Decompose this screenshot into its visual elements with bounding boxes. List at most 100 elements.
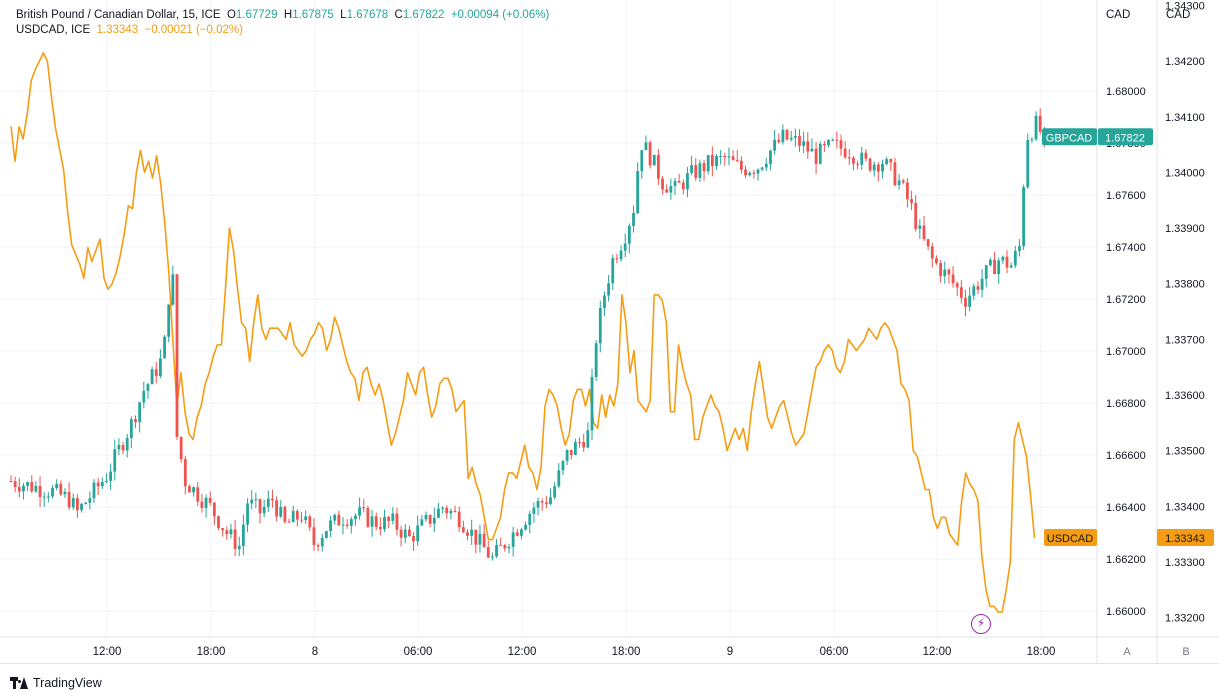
candle-body <box>860 152 864 165</box>
gbpcad-candle <box>312 518 316 551</box>
candle-body <box>109 471 112 481</box>
gbpcad-candle <box>868 157 872 173</box>
gbpcad-candle <box>578 437 581 448</box>
candle-body <box>852 157 855 164</box>
candle-body <box>88 498 92 503</box>
candle-body <box>358 507 361 516</box>
gbpcad-candle <box>254 492 258 509</box>
gbpcad-candle <box>536 497 540 516</box>
gbpcad-candle <box>806 132 810 160</box>
candle-body <box>777 139 781 143</box>
candle-body <box>972 286 976 296</box>
gbpcad-candle <box>154 361 158 384</box>
gbpcad-candle <box>764 157 768 171</box>
gbpcad-candle <box>544 496 548 509</box>
candle-body <box>9 481 13 482</box>
gbpcad-tick-label: 1.67400 <box>1106 242 1146 254</box>
gbpcad-candle <box>843 141 847 160</box>
gbpcad-candle <box>503 543 507 552</box>
gbpcad-candle <box>387 515 391 529</box>
candle-body <box>582 442 586 448</box>
legend-close-value: 1.67822 <box>402 9 445 21</box>
gbpcad-candle <box>13 476 17 493</box>
gbpcad-candle <box>499 537 503 547</box>
gbpcad-candle <box>9 475 13 483</box>
gbpcad-candle <box>142 381 146 409</box>
candle-body <box>847 157 851 159</box>
candle-body <box>486 547 490 558</box>
candle-body <box>51 488 54 497</box>
candle-body <box>831 139 835 141</box>
gbpcad-tick-label: 1.67000 <box>1106 346 1146 358</box>
gbpcad-candle <box>325 530 328 539</box>
candle-body <box>603 295 606 308</box>
legend-main-name: British Pound / Canadian Dollar, 15, ICE <box>16 9 221 21</box>
gbpcad-candle <box>399 525 403 547</box>
candle-body <box>105 480 108 482</box>
candle-body <box>154 369 158 376</box>
candle-body <box>764 163 768 168</box>
gbpcad-candle <box>134 415 137 429</box>
candle-body <box>710 155 714 167</box>
chart-footer: TradingView <box>0 663 1219 693</box>
lightning-icon[interactable]: ⚡ <box>971 614 991 634</box>
candle-body <box>179 436 183 460</box>
gbpcad-candle <box>250 490 254 510</box>
candle-body <box>681 182 685 190</box>
candle-body <box>192 487 195 493</box>
candle-body <box>723 155 727 158</box>
candle-body <box>142 390 146 403</box>
legend-low-key: L <box>340 9 347 21</box>
gbpcad-candle <box>300 511 303 524</box>
candle-body <box>42 496 46 498</box>
gbpcad-candle <box>989 257 992 267</box>
candle-body <box>748 172 752 176</box>
gbpcad-candle <box>237 536 241 557</box>
gbpcad-candle <box>358 497 361 520</box>
candle-body <box>918 225 922 229</box>
usdcad-tick-label: 1.33600 <box>1165 390 1205 402</box>
gbpcad-candle <box>897 173 901 190</box>
candle-body <box>669 185 673 193</box>
candle-body <box>727 156 731 158</box>
candle-body <box>428 515 432 524</box>
candle-body <box>92 482 96 499</box>
gbpcad-candle <box>976 281 980 295</box>
gbpcad-candle <box>233 520 237 556</box>
usdcad-price-badge: USDCAD 1.33343 <box>1044 528 1214 546</box>
gbpcad-candle <box>997 257 1001 284</box>
gbpcad-candle <box>906 178 909 208</box>
gbpcad-candle <box>661 176 664 195</box>
candle-body <box>337 514 341 526</box>
gbpcad-candle <box>876 162 880 182</box>
candle-body <box>984 265 988 279</box>
gbpcad-candle <box>196 482 200 506</box>
gbpcad-candle <box>852 155 855 171</box>
candle-body <box>856 163 859 165</box>
gbpcad-candle <box>366 505 370 529</box>
gbpcad-candle <box>341 517 345 535</box>
tradingview-brand[interactable]: TradingView <box>10 676 102 690</box>
gbpcad-candle <box>636 162 640 215</box>
gbpcad-candle <box>466 529 469 541</box>
gbpcad-candle <box>1013 245 1017 268</box>
gbpcad-candle <box>565 449 569 466</box>
gbpcad-candle <box>980 268 984 298</box>
candle-body <box>188 486 191 493</box>
candle-body <box>881 163 884 172</box>
candle-body <box>698 163 702 178</box>
gbpcad-candle <box>378 517 382 536</box>
gbpcad-candle <box>677 173 681 183</box>
candle-body <box>818 143 822 164</box>
candle-body <box>951 274 955 284</box>
gbpcad-candle <box>192 486 195 497</box>
usdcad-name-badge-text: USDCAD <box>1047 533 1094 545</box>
candle-body <box>171 274 175 305</box>
gbpcad-candle <box>159 349 162 379</box>
gbpcad-candle <box>922 215 926 242</box>
candle-body <box>138 402 142 423</box>
candle-body <box>665 189 669 193</box>
x-tick-label: 06:00 <box>404 646 433 658</box>
usdcad-tick-label: 1.34200 <box>1165 56 1205 68</box>
